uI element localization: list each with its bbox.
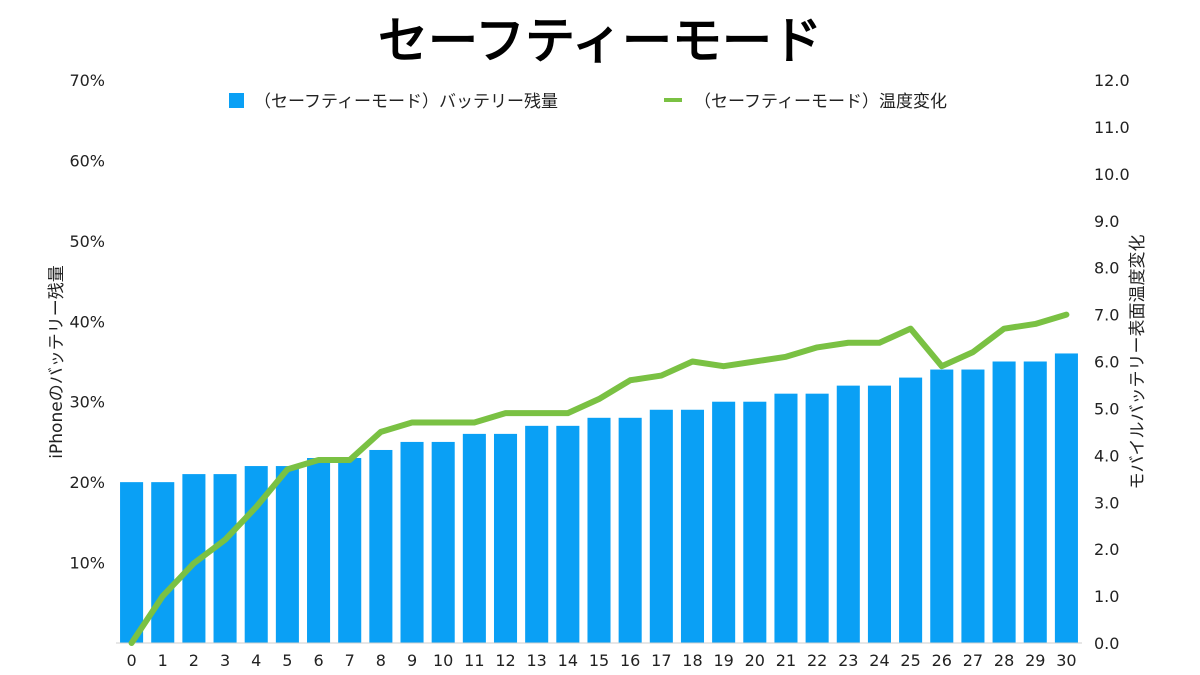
bar bbox=[182, 474, 206, 643]
bar bbox=[743, 401, 767, 643]
x-tick-label: 5 bbox=[282, 651, 292, 670]
bar bbox=[1023, 361, 1047, 643]
x-tick-label: 11 bbox=[464, 651, 484, 670]
bar bbox=[400, 441, 424, 643]
bar bbox=[338, 458, 362, 643]
bar bbox=[493, 433, 518, 643]
bar bbox=[867, 385, 891, 643]
x-tick-label: 22 bbox=[807, 651, 827, 670]
bar bbox=[680, 409, 705, 643]
y-right-tick-label: 6.0 bbox=[1094, 353, 1119, 372]
bar bbox=[712, 401, 736, 643]
x-tick-label: 30 bbox=[1056, 651, 1076, 670]
x-tick-label: 24 bbox=[869, 651, 889, 670]
bar bbox=[774, 393, 798, 643]
line-series bbox=[128, 311, 1070, 646]
y-left-tick-label: 50% bbox=[69, 232, 105, 251]
bar bbox=[587, 417, 611, 643]
bar bbox=[836, 385, 860, 643]
x-tick-label: 16 bbox=[620, 651, 640, 670]
x-tick-label: 18 bbox=[682, 651, 702, 670]
y-left-tick-label: 30% bbox=[69, 393, 105, 412]
y-right-tick-label: 12.0 bbox=[1094, 71, 1130, 90]
y-right-tick-label: 5.0 bbox=[1094, 399, 1119, 418]
x-tick-label: 15 bbox=[589, 651, 609, 670]
y-right-tick-label: 3.0 bbox=[1094, 493, 1119, 512]
y-left-tick-label: 10% bbox=[69, 554, 105, 573]
bar bbox=[275, 466, 299, 643]
y-right-tick-label: 9.0 bbox=[1094, 212, 1119, 231]
y-left-tick-label: 40% bbox=[69, 312, 105, 331]
x-tick-label: 21 bbox=[776, 651, 796, 670]
bar bbox=[805, 393, 829, 643]
bar bbox=[992, 361, 1016, 643]
bar bbox=[1054, 353, 1078, 643]
bar bbox=[431, 441, 455, 643]
x-tick-label: 23 bbox=[838, 651, 858, 670]
x-tick-label: 0 bbox=[126, 651, 136, 670]
bar bbox=[462, 433, 486, 643]
x-tick-label: 9 bbox=[407, 651, 417, 670]
x-tick-label: 25 bbox=[900, 651, 920, 670]
y-right-axis-label: モバイルバッテリー表面温度変化 bbox=[1128, 235, 1148, 490]
x-tick-label: 7 bbox=[345, 651, 355, 670]
x-tick-label: 17 bbox=[651, 651, 671, 670]
x-tick-label: 2 bbox=[189, 651, 199, 670]
y-right-tick-label: 0.0 bbox=[1094, 634, 1119, 653]
y-right-ticks: 0.0 1.0 2.0 3.0 4.0 5.0 6.0 7.0 8.0 9.0 10.0 11.0 12… bbox=[1094, 71, 1130, 653]
bar bbox=[525, 425, 549, 643]
x-tick-label: 10 bbox=[433, 651, 453, 670]
bar bbox=[930, 369, 954, 643]
legend-bar-swatch bbox=[229, 93, 244, 108]
bar bbox=[899, 377, 923, 643]
legend-bar-label: （セーフティーモード）バッテリー残量 bbox=[254, 92, 558, 112]
bar-series bbox=[120, 353, 1078, 643]
bar bbox=[151, 482, 175, 643]
x-tick-label: 26 bbox=[932, 651, 952, 670]
bar bbox=[213, 474, 237, 643]
bar bbox=[120, 482, 144, 643]
y-right-tick-label: 8.0 bbox=[1094, 259, 1119, 278]
x-tick-label: 29 bbox=[1025, 651, 1045, 670]
y-right-tick-label: 10.0 bbox=[1094, 165, 1130, 184]
bar bbox=[369, 449, 393, 643]
temperature-line bbox=[128, 311, 1070, 646]
y-left-tick-label: 20% bbox=[69, 473, 105, 492]
bar bbox=[556, 425, 580, 643]
y-left-tick-label: 70% bbox=[69, 71, 105, 90]
legend-line-label: （セーフティーモード）温度変化 bbox=[694, 92, 947, 112]
x-tick-label: 8 bbox=[376, 651, 386, 670]
y-right-tick-label: 11.0 bbox=[1094, 118, 1130, 137]
chart-title: セーフティーモード bbox=[378, 12, 822, 70]
x-tick-label: 13 bbox=[526, 651, 546, 670]
legend: （セーフティーモード）バッテリー残量 （セーフティーモード）温度変化 bbox=[229, 92, 947, 112]
x-ticks: 0 1 2 3 4 5 6 7 8 9 10 11 12 13 14 15 16 17 18 19 20 21 22 23 24… bbox=[126, 651, 1076, 670]
bar bbox=[961, 369, 985, 643]
x-tick-label: 28 bbox=[994, 651, 1014, 670]
x-tick-label: 4 bbox=[251, 651, 261, 670]
y-left-tick-label: 60% bbox=[69, 151, 105, 170]
x-tick-label: 14 bbox=[558, 651, 578, 670]
y-right-tick-label: 1.0 bbox=[1094, 587, 1119, 606]
bar bbox=[618, 417, 642, 643]
bar bbox=[649, 409, 673, 643]
y-left-ticks: 10% 20% 30% 40% 50% 60% 70% bbox=[69, 71, 105, 573]
x-tick-label: 6 bbox=[313, 651, 323, 670]
x-tick-label: 20 bbox=[745, 651, 765, 670]
y-right-tick-label: 2.0 bbox=[1094, 540, 1119, 559]
x-tick-label: 3 bbox=[220, 651, 230, 670]
bar bbox=[307, 458, 331, 643]
y-left-axis-label: iPhoneのバッテリー残量 bbox=[47, 265, 67, 458]
y-right-tick-label: 7.0 bbox=[1094, 306, 1119, 325]
x-tick-label: 19 bbox=[713, 651, 733, 670]
x-tick-label: 27 bbox=[963, 651, 983, 670]
x-tick-label: 1 bbox=[158, 651, 168, 670]
y-right-tick-label: 4.0 bbox=[1094, 446, 1119, 465]
x-tick-label: 12 bbox=[495, 651, 515, 670]
